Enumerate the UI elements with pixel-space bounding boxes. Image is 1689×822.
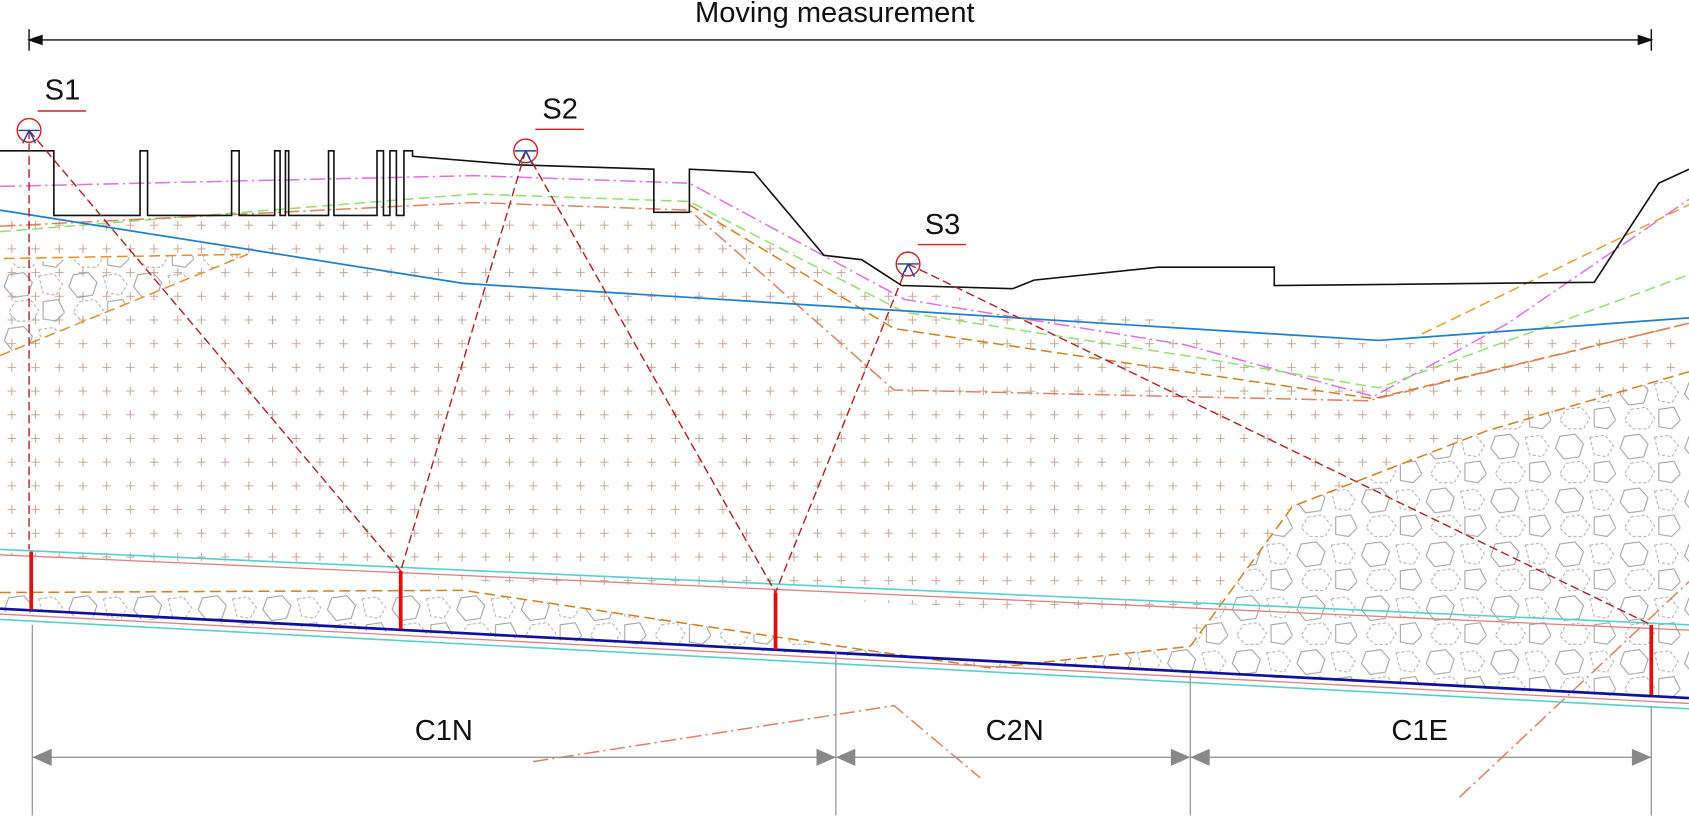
- arrow: [1637, 34, 1654, 46]
- tunnel: [0, 548, 1689, 710]
- sight-line: [400, 150, 527, 572]
- station-label: S1: [45, 74, 81, 106]
- layer-line: [1421, 204, 1689, 335]
- bottom-dimension: [31, 624, 1652, 816]
- arrow: [26, 34, 43, 46]
- section-label: C1E: [1391, 715, 1448, 747]
- sight-lines: [28, 129, 1652, 626]
- sight-line: [28, 129, 402, 572]
- section-label: C1N: [415, 715, 473, 747]
- station-tripod: [18, 129, 40, 144]
- stations: [16, 110, 967, 278]
- tunnel-bottom-pink: [0, 613, 1689, 705]
- arrow: [1170, 748, 1191, 766]
- sight-line: [525, 150, 777, 593]
- layer-lines: [0, 174, 1689, 798]
- top-dimension: [26, 29, 1654, 51]
- station-label: S3: [925, 209, 961, 241]
- sight-line: [907, 263, 1652, 626]
- sand-layer: [0, 204, 1689, 647]
- gravel-right: [1190, 371, 1689, 701]
- layer-line: [533, 704, 981, 779]
- tunnel-top-inner: [0, 554, 1689, 631]
- layer-line: [1459, 581, 1689, 798]
- gravel-bottom: [0, 590, 1191, 674]
- arrow: [32, 748, 52, 766]
- arrow: [835, 748, 856, 766]
- tunnel-bottom-cyan: [0, 618, 1689, 710]
- layer-line: [0, 201, 1689, 402]
- layer-line: [688, 204, 1689, 400]
- station-tripod: [897, 263, 919, 278]
- layer-line: [0, 193, 1689, 389]
- station-label: S2: [542, 94, 578, 126]
- sight-line: [774, 263, 909, 593]
- arrows: [32, 748, 1652, 766]
- arrow: [816, 748, 836, 766]
- layer-line: [1189, 370, 1689, 647]
- station-tripod: [514, 150, 537, 165]
- layer-line: [0, 253, 249, 357]
- tunnel-bottom: [0, 607, 1689, 700]
- targets: [29, 551, 1654, 695]
- station-icon: [513, 138, 539, 164]
- ground-surface: [0, 150, 1689, 290]
- arrow: [1631, 748, 1652, 766]
- groundwater-line: [0, 209, 1689, 342]
- layer-line: [0, 589, 1191, 669]
- station-icon: [16, 117, 42, 143]
- arrow: [1190, 748, 1210, 766]
- tunnel-top: [0, 548, 1689, 626]
- section-label: C2N: [986, 715, 1044, 747]
- title: Moving measurement: [695, 0, 975, 29]
- station-icon: [895, 251, 921, 277]
